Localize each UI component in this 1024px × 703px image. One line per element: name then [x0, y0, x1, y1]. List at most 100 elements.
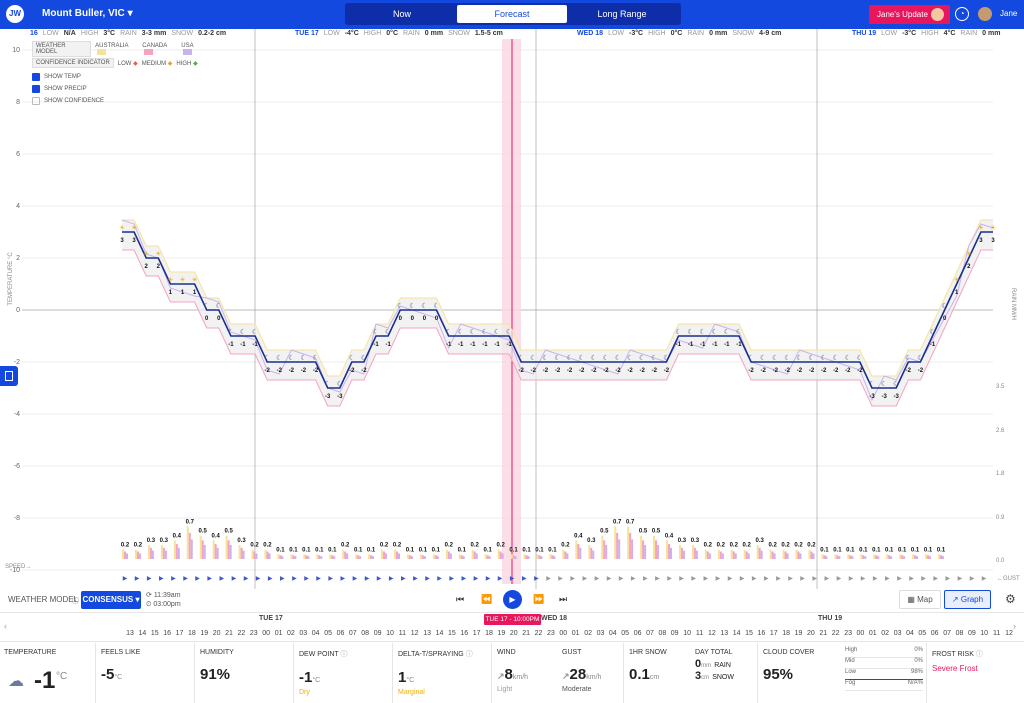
timeline-hour[interactable]: 04: [906, 630, 914, 637]
timeline-hour[interactable]: 01: [571, 630, 580, 637]
timeline-hour[interactable]: 07: [348, 630, 357, 637]
timeline-hour[interactable]: 05: [918, 630, 927, 637]
timeline-hour[interactable]: 14: [732, 630, 741, 637]
timeline-hour[interactable]: 20: [509, 630, 518, 637]
location-selector[interactable]: Mount Buller, VIC ▾: [42, 8, 133, 19]
fast-forward-icon[interactable]: ⏩: [533, 594, 545, 604]
timeline-hour[interactable]: 20: [806, 630, 815, 637]
timeline-hour[interactable]: 13: [126, 630, 134, 637]
show-confidence-checkbox[interactable]: SHOW CONFIDENCE: [32, 95, 204, 107]
timeline-hour[interactable]: 00: [262, 630, 271, 637]
timeline-hour[interactable]: 06: [336, 630, 345, 637]
timeline-hour[interactable]: 19: [497, 630, 506, 637]
timeline-hour[interactable]: 19: [200, 630, 209, 637]
timeline-hour[interactable]: 16: [757, 630, 766, 637]
timeline-hour[interactable]: 23: [249, 630, 258, 637]
update-button[interactable]: Jane's Update: [869, 5, 950, 24]
timeline-hour[interactable]: 22: [831, 630, 840, 637]
timeline-hour[interactable]: 02: [584, 630, 592, 637]
timeline-hour[interactable]: 15: [447, 630, 456, 637]
skip-end-icon[interactable]: ⏭: [559, 594, 568, 604]
timeline-hour[interactable]: 09: [373, 630, 382, 637]
timeline-hour[interactable]: 23: [844, 630, 852, 637]
timeline-hour[interactable]: 18: [187, 630, 196, 637]
timeline-hour[interactable]: 05: [324, 630, 332, 637]
map-view-button[interactable]: ▦ Map: [899, 590, 941, 609]
timeline-hour[interactable]: 12: [707, 630, 716, 637]
wind-arrow-icon: ▶: [304, 576, 309, 582]
timeline-hour[interactable]: 21: [819, 630, 828, 637]
timeline-hour[interactable]: 13: [423, 630, 431, 637]
timeline-hour[interactable]: 22: [534, 630, 543, 637]
timeline-hour[interactable]: 06: [930, 630, 939, 637]
timeline-hour[interactable]: 15: [745, 630, 753, 637]
current-time-marker[interactable]: TUE 17 - 10:00PM: [484, 614, 541, 625]
stat-label: WIND: [497, 649, 516, 656]
timeline-hour[interactable]: 07: [646, 630, 654, 637]
gear-icon[interactable]: ⚙: [1005, 592, 1016, 606]
timeline-hour[interactable]: 05: [621, 630, 630, 637]
timeline-hour[interactable]: 03: [893, 630, 902, 637]
timeline-hour[interactable]: 07: [943, 630, 951, 637]
timeline-hour[interactable]: 00: [856, 630, 865, 637]
timeline-hour[interactable]: 16: [163, 630, 171, 637]
timeline-hour[interactable]: 21: [225, 630, 233, 637]
timeline-hour[interactable]: 12: [410, 630, 419, 637]
panel-toggle-button[interactable]: [0, 366, 18, 386]
timeline-hour[interactable]: 00: [559, 630, 568, 637]
play-button[interactable]: ▶: [503, 590, 522, 609]
timeline-hour[interactable]: 21: [522, 630, 531, 637]
timeline-hour[interactable]: 02: [881, 630, 890, 637]
timeline-hour[interactable]: 08: [658, 630, 667, 637]
rewind-icon[interactable]: ⏪: [481, 594, 493, 604]
timeline-hour[interactable]: 09: [967, 630, 976, 637]
timeline-hour[interactable]: 22: [237, 630, 246, 637]
timeline[interactable]: ‹ › 13 14 15 16 17 18 19 20 21 22 23 00 01 02 03 04 05 06…: [0, 612, 1024, 642]
tab-long-range[interactable]: Long Range: [597, 9, 647, 19]
timeline-hour[interactable]: 14: [435, 630, 444, 637]
timeline-hour[interactable]: 17: [175, 630, 184, 637]
scroll-left-icon[interactable]: ‹: [4, 621, 7, 631]
timeline-hour[interactable]: 12: [1005, 630, 1013, 637]
timeline-hour[interactable]: 10: [980, 630, 989, 637]
timeline-hour[interactable]: 20: [212, 630, 221, 637]
timeline-hour[interactable]: 18: [782, 630, 791, 637]
timeline-hour[interactable]: 03: [299, 630, 308, 637]
model-select[interactable]: CONSENSUS ▾: [81, 591, 141, 609]
timeline-hour[interactable]: 16: [460, 630, 469, 637]
timeline-hour[interactable]: 03: [596, 630, 605, 637]
timeline-hour[interactable]: 11: [398, 630, 407, 637]
user-menu[interactable]: Jane: [978, 7, 1017, 21]
timeline-hour[interactable]: 17: [769, 630, 778, 637]
timeline-hour[interactable]: 10: [386, 630, 394, 637]
timeline-hour[interactable]: 01: [274, 630, 283, 637]
timeline-hour[interactable]: 19: [794, 630, 803, 637]
timeline-hour[interactable]: 13: [720, 630, 729, 637]
graph-view-button[interactable]: ↗ Graph: [944, 590, 991, 609]
timeline-hour[interactable]: 14: [138, 630, 147, 637]
timeline-hour[interactable]: 11: [695, 630, 704, 637]
timeline-hour[interactable]: 04: [608, 630, 617, 637]
timeline-hour[interactable]: 23: [546, 630, 555, 637]
timeline-hour[interactable]: 17: [472, 630, 481, 637]
app-logo[interactable]: JW: [6, 5, 24, 23]
timeline-hour[interactable]: 04: [311, 630, 320, 637]
timeline-hour[interactable]: 06: [633, 630, 642, 637]
show-temp-checkbox[interactable]: SHOW TEMP: [32, 71, 204, 83]
timeline-hour[interactable]: 10: [683, 630, 691, 637]
bell-icon[interactable]: ◔: [955, 7, 969, 21]
show-precip-checkbox[interactable]: SHOW PRECIP: [32, 83, 204, 95]
timeline-hour[interactable]: 02: [286, 630, 295, 637]
timeline-hour[interactable]: 08: [361, 630, 370, 637]
tab-forecast[interactable]: Forecast: [457, 5, 567, 23]
skip-start-icon[interactable]: ⏮: [456, 594, 465, 604]
timeline-hour[interactable]: 01: [868, 630, 877, 637]
timeline-hour[interactable]: 11: [992, 630, 1001, 637]
timeline-hour[interactable]: 18: [485, 630, 493, 637]
tab-now[interactable]: Now: [392, 9, 411, 19]
timeline-hour[interactable]: 08: [955, 630, 964, 637]
timeline-hour[interactable]: 15: [150, 630, 159, 637]
timeline-hour[interactable]: 09: [670, 630, 679, 637]
scroll-right-icon[interactable]: ›: [1013, 621, 1016, 631]
